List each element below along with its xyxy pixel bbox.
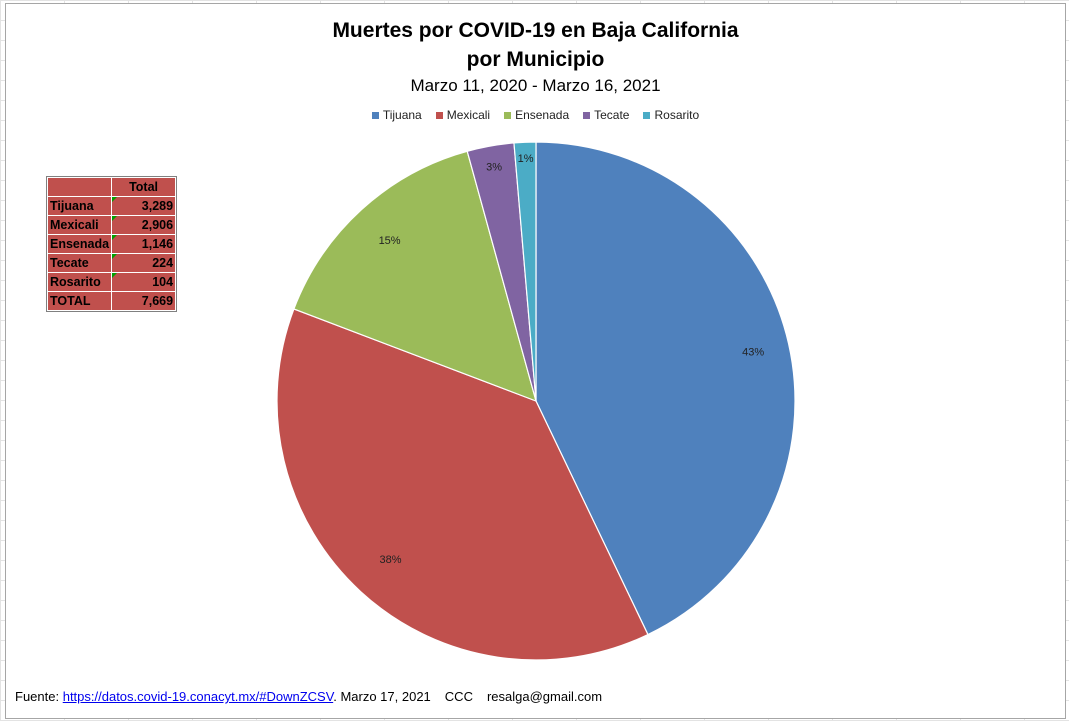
table-cell-value[interactable]: 3,289 xyxy=(111,196,177,216)
table-cell-name[interactable]: Tecate xyxy=(46,253,113,273)
legend-item-rosarito: Rosarito xyxy=(643,108,699,122)
legend-item-tijuana: Tijuana xyxy=(371,108,422,122)
table-cell-value[interactable]: 104 xyxy=(111,272,177,292)
legend-label-mexicali: Mexicali xyxy=(446,108,491,122)
table-cell-name[interactable]: Ensenada xyxy=(46,234,113,254)
footer-initials: CCC xyxy=(444,689,473,704)
legend-label-tecate: Tecate xyxy=(594,108,630,122)
table-header-total: Total xyxy=(111,177,177,197)
table-cell-value[interactable]: 1,146 xyxy=(111,234,177,254)
chart-subtitle: Marzo 11, 2020 - Marzo 16, 2021 xyxy=(410,76,661,95)
table-cell-value-text: 3,289 xyxy=(141,199,174,213)
footer-prefix: Fuente: xyxy=(15,689,60,704)
data-table: Total Tijuana 3,289 Mexicali 2,906 Ensen… xyxy=(45,176,178,312)
legend-item-ensenada: Ensenada xyxy=(504,108,569,122)
legend-label-ensenada: Ensenada xyxy=(515,108,570,122)
table-cell-name[interactable]: Rosarito xyxy=(46,272,113,292)
pie-chart: 43% 38% 15% 3% 1% xyxy=(276,141,796,661)
legend-swatch-tecate xyxy=(583,111,591,119)
source-link[interactable]: https://datos.covid-19.conacyt.mx/#DownZ… xyxy=(62,689,334,704)
pie-slice-tijuana[interactable] xyxy=(535,141,796,636)
error-flag-icon xyxy=(112,216,118,221)
error-flag-icon xyxy=(112,254,118,259)
legend-item-mexicali: Mexicali xyxy=(435,108,491,122)
legend-label-tijuana: Tijuana xyxy=(382,108,422,122)
table-cell-value-text: 2,906 xyxy=(141,218,174,232)
footer-suffix: . xyxy=(333,689,337,704)
table-row: Mexicali 2,906 xyxy=(46,215,177,235)
pie-label-tecate: 3% xyxy=(486,161,502,173)
table-cell-value-text: 224 xyxy=(152,256,174,270)
table-total-value[interactable]: 7,669 xyxy=(111,291,177,311)
table-cell-name[interactable]: Mexicali xyxy=(46,215,113,235)
pie-slice-ensenada[interactable] xyxy=(293,150,537,402)
table-cell-value[interactable]: 224 xyxy=(111,253,177,273)
legend-swatch-ensenada xyxy=(504,111,512,119)
pie-label-mexicali: 38% xyxy=(379,554,401,566)
chart-legend: Tijuana Mexicali Ensenada Tecate Rosarit… xyxy=(6,108,1065,122)
table-total-row: TOTAL 7,669 xyxy=(46,291,177,311)
legend-swatch-tijuana xyxy=(371,111,379,119)
footer-email: resalga@gmail.com xyxy=(486,689,603,704)
pie-slice-rosarito[interactable] xyxy=(513,141,537,402)
table-cell-name[interactable]: Tijuana xyxy=(46,196,113,216)
table-header-blank xyxy=(46,177,113,197)
legend-swatch-rosarito xyxy=(643,111,651,119)
table-row: Tecate 224 xyxy=(46,253,177,273)
error-flag-icon xyxy=(112,197,118,202)
table-row: Ensenada 1,146 xyxy=(46,234,177,254)
chart-title: Muertes por COVID-19 en Baja California xyxy=(332,19,739,42)
legend-label-rosarito: Rosarito xyxy=(654,108,700,122)
footer-date: Marzo 17, 2021 xyxy=(340,689,431,704)
table-cell-value-text: 104 xyxy=(152,275,174,289)
error-flag-icon xyxy=(112,235,118,240)
pie-label-rosarito: 1% xyxy=(518,153,534,165)
source-footer: Fuente: https://datos.covid-19.conacyt.m… xyxy=(15,689,602,704)
legend-item-tecate: Tecate xyxy=(583,108,629,122)
chart-area[interactable]: Muertes por COVID-19 en Baja California … xyxy=(5,3,1066,719)
table-header-row: Total xyxy=(46,177,177,197)
legend-swatch-mexicali xyxy=(435,111,443,119)
pie-label-tijuana: 43% xyxy=(742,347,764,359)
chart-title-line2: por Municipio xyxy=(466,48,605,71)
table-row: Rosarito 104 xyxy=(46,272,177,292)
table-total-label[interactable]: TOTAL xyxy=(46,291,113,311)
table-cell-value-text: 1,146 xyxy=(141,237,174,251)
table-cell-value[interactable]: 2,906 xyxy=(111,215,177,235)
pie-label-ensenada: 15% xyxy=(379,235,401,247)
pie-slice-mexicali[interactable] xyxy=(276,308,649,661)
table-row: Tijuana 3,289 xyxy=(46,196,177,216)
error-flag-icon xyxy=(112,273,118,278)
